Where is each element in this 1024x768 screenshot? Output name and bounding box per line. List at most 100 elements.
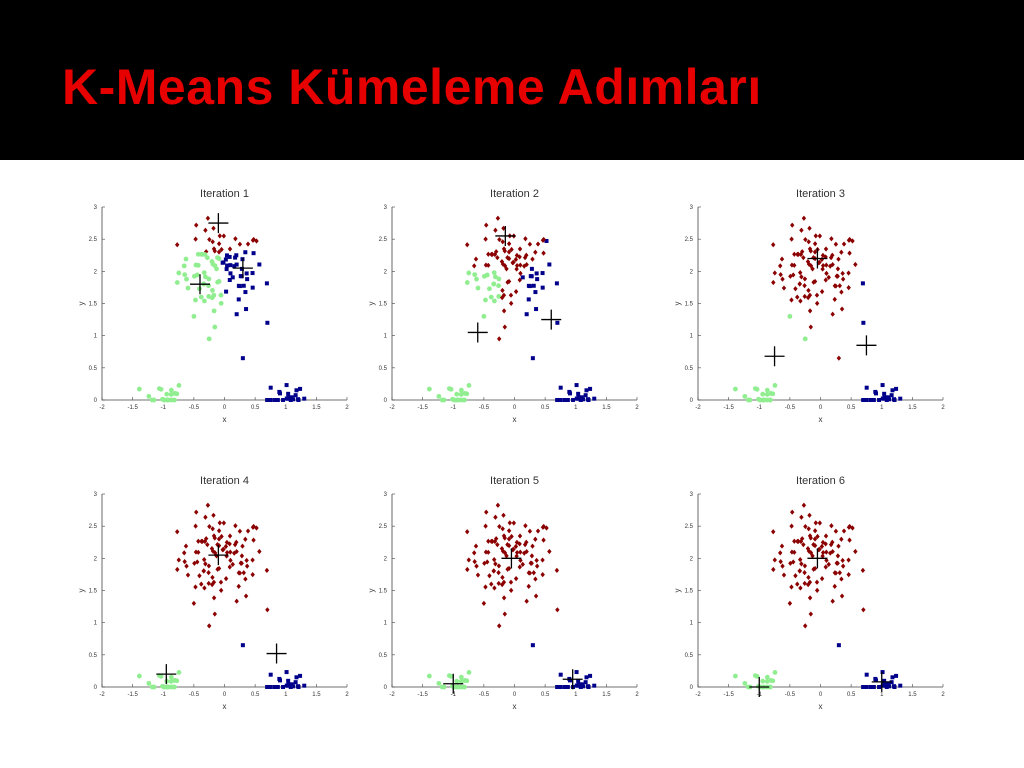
data-point-blue — [243, 250, 248, 255]
data-point-green — [458, 674, 464, 680]
data-point-blue — [882, 682, 887, 687]
data-point-blue — [284, 383, 289, 388]
data-point-red — [820, 262, 826, 269]
data-point-green — [484, 272, 490, 278]
data-point-red — [790, 222, 795, 228]
data-point-blue — [265, 685, 270, 689]
data-point-red — [202, 538, 208, 545]
data-point-green — [212, 324, 218, 330]
data-point-red — [554, 567, 560, 573]
data-point-red — [489, 581, 494, 587]
data-point-red — [210, 526, 215, 532]
y-tick-label: 2 — [384, 556, 388, 562]
data-point-green — [787, 313, 793, 319]
data-point-green — [487, 286, 492, 292]
data-point-red — [839, 306, 845, 312]
data-point-blue — [871, 685, 876, 689]
data-point-green — [168, 674, 174, 680]
data-point-red — [257, 548, 262, 555]
x-tick-label: -0.5 — [785, 692, 796, 698]
y-axis-label: y — [367, 302, 376, 306]
data-point-green — [160, 683, 165, 689]
data-point-red — [228, 549, 233, 555]
data-point-red — [501, 225, 506, 231]
data-point-green — [193, 297, 198, 303]
data-point-green — [464, 280, 470, 285]
data-point-red — [250, 557, 255, 563]
iteration-panel: Iteration 1 -2 -1.5 -1 -0.5 0 0.5 1 1.5 2 0 0.5 1 1.5… — [77, 185, 382, 445]
data-point-green — [146, 680, 152, 686]
data-point-green — [202, 298, 207, 304]
data-point-red — [534, 563, 540, 569]
data-point-red — [840, 563, 846, 569]
data-point-blue — [892, 684, 897, 689]
data-point-red — [826, 561, 831, 567]
data-point-red — [802, 283, 807, 289]
data-point-red — [506, 536, 512, 542]
data-point-red — [527, 528, 533, 534]
data-point-green — [164, 391, 170, 397]
plot-title: Iteration 6 — [796, 475, 845, 487]
data-point-red — [230, 561, 235, 567]
data-point-red — [243, 536, 248, 542]
data-point-red — [802, 570, 807, 576]
data-point-red — [533, 249, 538, 255]
data-point-green — [151, 684, 157, 690]
data-point-red — [218, 579, 224, 585]
data-point-red — [228, 557, 233, 563]
data-point-red — [799, 514, 804, 520]
data-point-red — [812, 528, 818, 534]
data-point-red — [791, 559, 796, 565]
x-tick-label: 1.5 — [312, 692, 321, 698]
data-point-blue — [268, 685, 273, 689]
x-tick-label: -0.5 — [189, 405, 200, 411]
data-point-green — [768, 684, 773, 690]
data-point-blue — [583, 680, 588, 685]
data-point-blue — [868, 398, 873, 402]
data-point-green — [756, 683, 761, 689]
data-point-red — [780, 276, 785, 282]
data-point-red — [201, 557, 207, 563]
x-tick-label: -2 — [389, 405, 395, 411]
data-point-green — [176, 382, 182, 388]
data-point-green — [764, 391, 770, 397]
data-point-red — [234, 539, 239, 545]
data-point-red — [832, 583, 837, 589]
data-point-blue — [286, 678, 291, 683]
y-tick-label: 0 — [94, 685, 98, 691]
data-point-red — [491, 557, 497, 563]
data-point-red — [496, 570, 501, 576]
iteration-panel: Iteration 5 -2 -1.5 -1 -0.5 0 0.5 1 1.5 2 0 0.5 1 1.5… — [367, 472, 672, 732]
data-point-red — [497, 236, 502, 243]
x-tick-label: -0.5 — [479, 692, 490, 698]
data-point-red — [513, 576, 519, 582]
data-point-blue — [836, 643, 841, 648]
data-point-blue — [293, 393, 298, 398]
data-point-blue — [562, 685, 567, 689]
data-point-green — [448, 673, 454, 679]
y-tick-label: 0 — [690, 685, 694, 691]
data-point-blue — [268, 398, 273, 402]
x-tick-label: 2 — [635, 405, 639, 411]
data-point-red — [795, 251, 800, 257]
data-point-blue — [224, 253, 229, 258]
data-point-red — [547, 548, 552, 555]
data-point-blue — [861, 685, 866, 689]
data-point-red — [473, 543, 479, 549]
data-point-blue — [244, 271, 249, 276]
data-point-green — [168, 391, 174, 397]
data-point-red — [793, 573, 798, 579]
data-point-red — [801, 215, 807, 221]
data-point-red — [779, 543, 785, 549]
data-point-green — [458, 391, 464, 397]
data-point-red — [846, 270, 851, 276]
x-tick-label: 0 — [513, 692, 517, 698]
x-tick-label: 0 — [819, 405, 823, 411]
data-point-red — [823, 533, 829, 539]
data-point-red — [502, 324, 508, 330]
data-point-red — [505, 254, 510, 261]
data-point-red — [841, 528, 847, 534]
data-point-blue — [296, 397, 301, 402]
data-point-red — [533, 576, 538, 582]
data-point-green — [764, 674, 770, 680]
